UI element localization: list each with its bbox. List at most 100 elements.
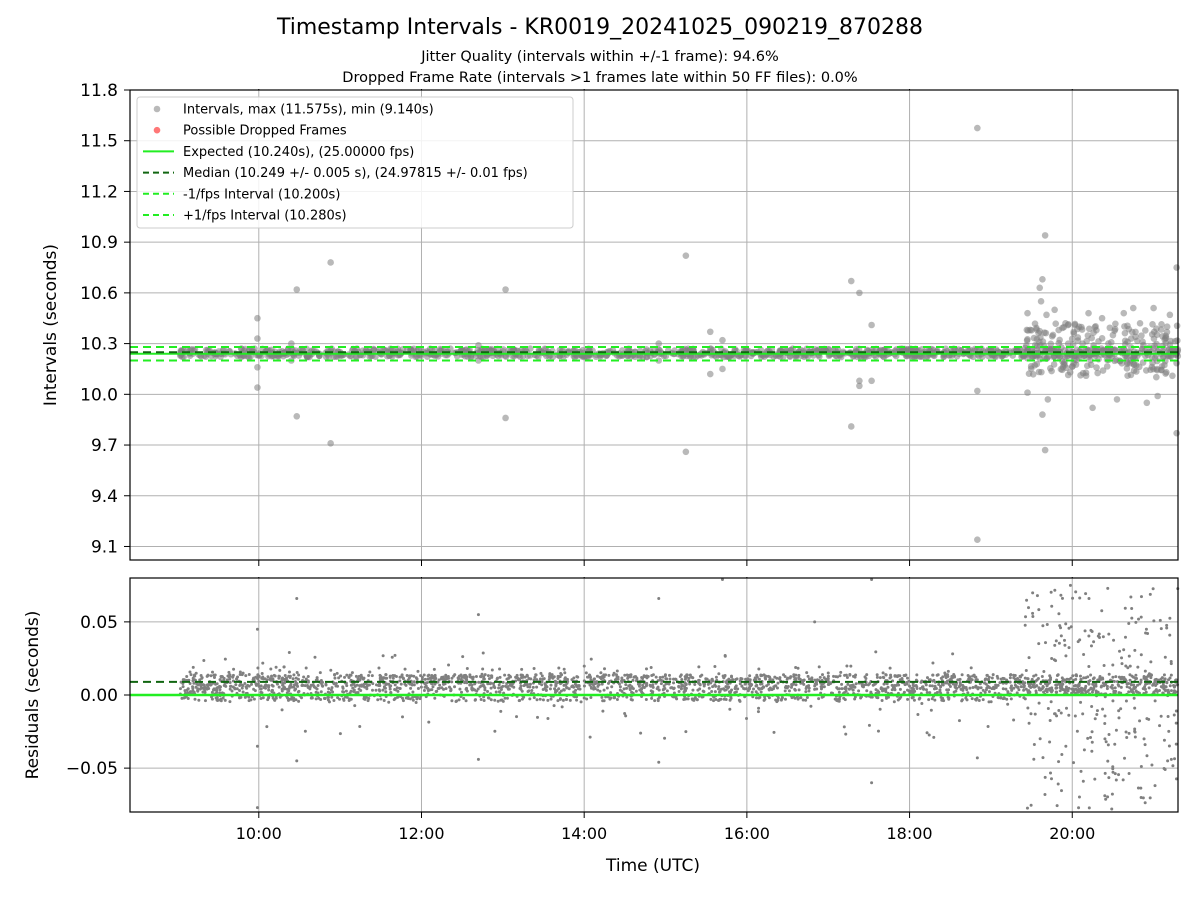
residual-point: [316, 683, 320, 687]
residual-point: [476, 687, 480, 691]
interval-point: [1079, 340, 1086, 348]
residual-point: [1025, 806, 1029, 810]
residual-point: [960, 699, 964, 703]
residual-point: [954, 689, 958, 693]
residual-point: [757, 677, 761, 681]
residual-point: [1149, 676, 1153, 680]
residual-point: [1159, 714, 1163, 718]
residual-point: [589, 695, 593, 699]
residual-point: [714, 698, 718, 702]
residual-point: [972, 673, 976, 677]
residual-point: [1053, 643, 1057, 647]
residual-point: [336, 696, 340, 700]
interval-point: [868, 321, 875, 329]
residual-point: [723, 654, 727, 658]
residual-point: [427, 673, 431, 677]
residual-point: [1168, 684, 1172, 688]
interval-point: [1093, 364, 1100, 371]
residual-point: [1031, 591, 1035, 595]
residual-point: [596, 688, 600, 692]
residual-point: [349, 689, 353, 693]
residual-point: [717, 685, 721, 689]
residual-point: [668, 677, 672, 681]
residual-point: [1050, 604, 1054, 608]
residual-point: [1094, 682, 1098, 686]
residual-point: [1082, 676, 1086, 680]
residual-point: [1034, 689, 1038, 693]
residual-point: [1050, 657, 1054, 661]
residual-point: [1081, 712, 1085, 716]
interval-point: [1037, 298, 1045, 305]
residual-point: [992, 687, 996, 691]
residual-point: [683, 677, 687, 681]
residual-point: [238, 670, 242, 674]
residual-point: [865, 673, 869, 677]
residual-point: [212, 676, 216, 680]
residual-point: [287, 674, 291, 678]
y-tick-label: 10.6: [80, 284, 118, 304]
residual-point: [552, 704, 556, 708]
interval-point: [1163, 323, 1171, 330]
residual-point: [1087, 665, 1091, 669]
residual-point: [1029, 803, 1033, 807]
residual-point: [403, 667, 407, 671]
residual-point: [560, 705, 564, 709]
residual-point: [775, 676, 779, 680]
residual-point: [1167, 729, 1171, 733]
residual-point: [1064, 744, 1068, 748]
residual-point: [573, 682, 577, 686]
residual-point: [289, 697, 293, 701]
residual-point: [1023, 697, 1027, 701]
residual-point: [252, 697, 256, 701]
residual-point: [1136, 665, 1140, 669]
residual-point: [186, 697, 190, 701]
residual-point: [412, 683, 416, 687]
residual-point: [435, 689, 439, 693]
residual-point: [260, 691, 264, 695]
residual-point: [541, 698, 545, 702]
interval-point: [706, 370, 714, 378]
residual-point: [1072, 761, 1076, 765]
residual-point: [584, 671, 588, 675]
residual-point: [1174, 709, 1178, 713]
interval-point: [293, 286, 301, 293]
residual-point: [1153, 678, 1157, 682]
residuals-reference-lines: [130, 680, 1178, 697]
residual-point: [882, 687, 886, 691]
residual-point: [216, 685, 220, 689]
residual-point: [394, 688, 398, 692]
residual-point: [804, 690, 808, 694]
interval-point: [1148, 331, 1156, 338]
residual-point: [925, 731, 929, 735]
residual-point: [492, 685, 496, 689]
residual-point: [1169, 689, 1173, 693]
residual-point: [945, 679, 949, 683]
residual-point: [851, 683, 855, 687]
interval-point: [1089, 404, 1096, 412]
residual-point: [907, 679, 911, 683]
residual-point: [1120, 662, 1124, 666]
residual-point: [544, 688, 548, 692]
residual-point: [1135, 677, 1139, 681]
residual-point: [385, 676, 389, 680]
residual-point: [1083, 688, 1087, 692]
residual-point: [614, 677, 618, 681]
residual-point: [430, 676, 434, 680]
residual-point: [381, 654, 385, 658]
residual-point: [345, 695, 349, 699]
residual-point: [683, 685, 687, 689]
residual-point: [269, 667, 273, 671]
residual-point: [944, 676, 948, 680]
residual-point: [333, 676, 337, 680]
residual-point: [1052, 658, 1056, 662]
residual-point: [1144, 690, 1148, 694]
interval-point: [327, 259, 334, 266]
residual-point: [1117, 716, 1121, 720]
interval-point: [1173, 429, 1180, 437]
residual-point: [255, 627, 259, 631]
residual-point: [294, 698, 298, 702]
residual-point: [1125, 735, 1129, 739]
residual-point: [1124, 699, 1128, 703]
residual-point: [998, 681, 1002, 685]
residual-point: [304, 666, 308, 670]
